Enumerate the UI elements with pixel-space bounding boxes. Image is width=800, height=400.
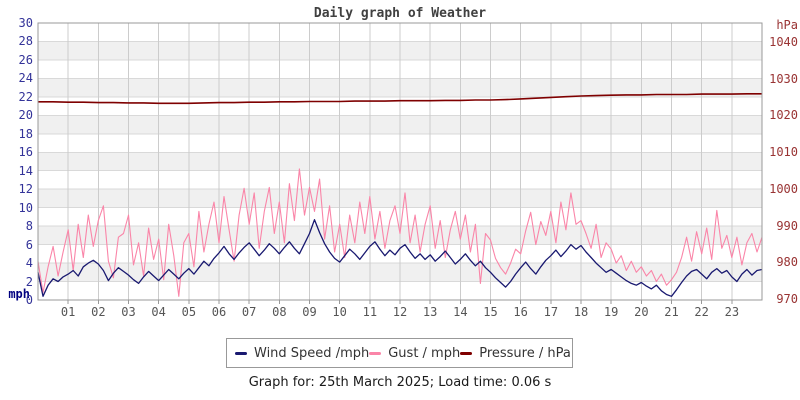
x-tick-marks: [67, 300, 733, 304]
y-tick-left: 4: [25, 256, 33, 271]
x-tick: 13: [422, 305, 438, 319]
x-tick: 02: [91, 305, 106, 319]
y-tick-left: 16: [18, 145, 33, 160]
x-tick: 23: [724, 305, 740, 319]
y-tick-left: 0: [25, 293, 33, 307]
series-gust-mph: [37, 168, 763, 297]
graph-caption: Graph for: 25th March 2025; Load time: 0…: [248, 375, 552, 390]
left-axis-unit: mph: [8, 287, 30, 301]
x-tick: 10: [332, 305, 347, 319]
y-tick-left: 24: [18, 71, 33, 86]
x-tick: 07: [241, 305, 257, 319]
plot-border: [37, 22, 763, 301]
y-tick-right: 1020: [769, 108, 798, 123]
y-tick-right: 1040: [769, 35, 798, 49]
y-tick-right: 1010: [769, 145, 798, 160]
y-tick-left: 30: [18, 16, 33, 30]
vertical-gridlines: [67, 23, 733, 300]
x-tick: 19: [603, 305, 619, 319]
y-tick-left: 26: [18, 52, 33, 67]
legend-line-swatch-icon: [460, 351, 473, 355]
legend-line-swatch-icon: [369, 351, 382, 355]
x-tick: 14: [453, 305, 468, 319]
right-axis-unit: hPa: [776, 18, 798, 32]
x-tick: 22: [694, 305, 709, 319]
series-pressure-hpa: [38, 93, 762, 105]
legend: Wind Speed /mph Gust / mph Pressure / hPa: [226, 338, 573, 368]
y-tick-right: 1000: [769, 181, 798, 196]
y-tick-left: 18: [18, 126, 33, 141]
plot-area: [37, 22, 763, 304]
x-tick: 04: [151, 305, 166, 319]
x-tick: 17: [543, 305, 559, 319]
legend-label: Gust / mph: [388, 345, 461, 361]
y-tick-right: 980: [776, 255, 798, 270]
series-wind-speed-mph: [37, 219, 763, 297]
y-tick-left: 2: [25, 274, 33, 289]
legend-item: Wind Speed /mph: [235, 346, 369, 361]
x-tick: 06: [211, 305, 227, 319]
y-tick-right: 970: [776, 292, 798, 306]
y-tick-right: 1030: [769, 71, 798, 86]
y-tick-left: 14: [18, 163, 33, 178]
x-tick: 20: [634, 305, 649, 319]
y-tick-right: 990: [776, 218, 798, 233]
x-tick: 09: [302, 305, 317, 319]
y-tick-left: 28: [18, 34, 33, 49]
y-tick-left: 6: [25, 237, 33, 252]
y-tick-left: 12: [18, 182, 33, 197]
legend-item: Pressure / hPa: [460, 346, 571, 361]
x-tick: 12: [392, 305, 408, 319]
chart-title: Daily graph of Weather: [313, 6, 487, 21]
x-tick: 05: [181, 305, 197, 319]
x-tick: 18: [573, 305, 589, 319]
x-tick: 21: [664, 305, 679, 319]
y-tick-left: 10: [18, 200, 33, 215]
legend-line-swatch-icon: [235, 351, 247, 355]
y-tick-left: 22: [18, 89, 33, 104]
legend-label: Pressure / hPa: [479, 345, 571, 361]
x-tick: 11: [362, 305, 378, 319]
x-tick: 16: [513, 305, 528, 319]
legend-item: Gust / mph: [369, 346, 460, 361]
x-tick: 15: [483, 305, 498, 319]
x-tick: 08: [272, 305, 287, 319]
x-tick: 01: [60, 305, 76, 319]
x-tick: 03: [121, 305, 136, 319]
y-tick-left: 20: [18, 108, 33, 123]
y-tick-left: 8: [25, 219, 33, 234]
legend-label: Wind Speed /mph: [254, 345, 370, 361]
